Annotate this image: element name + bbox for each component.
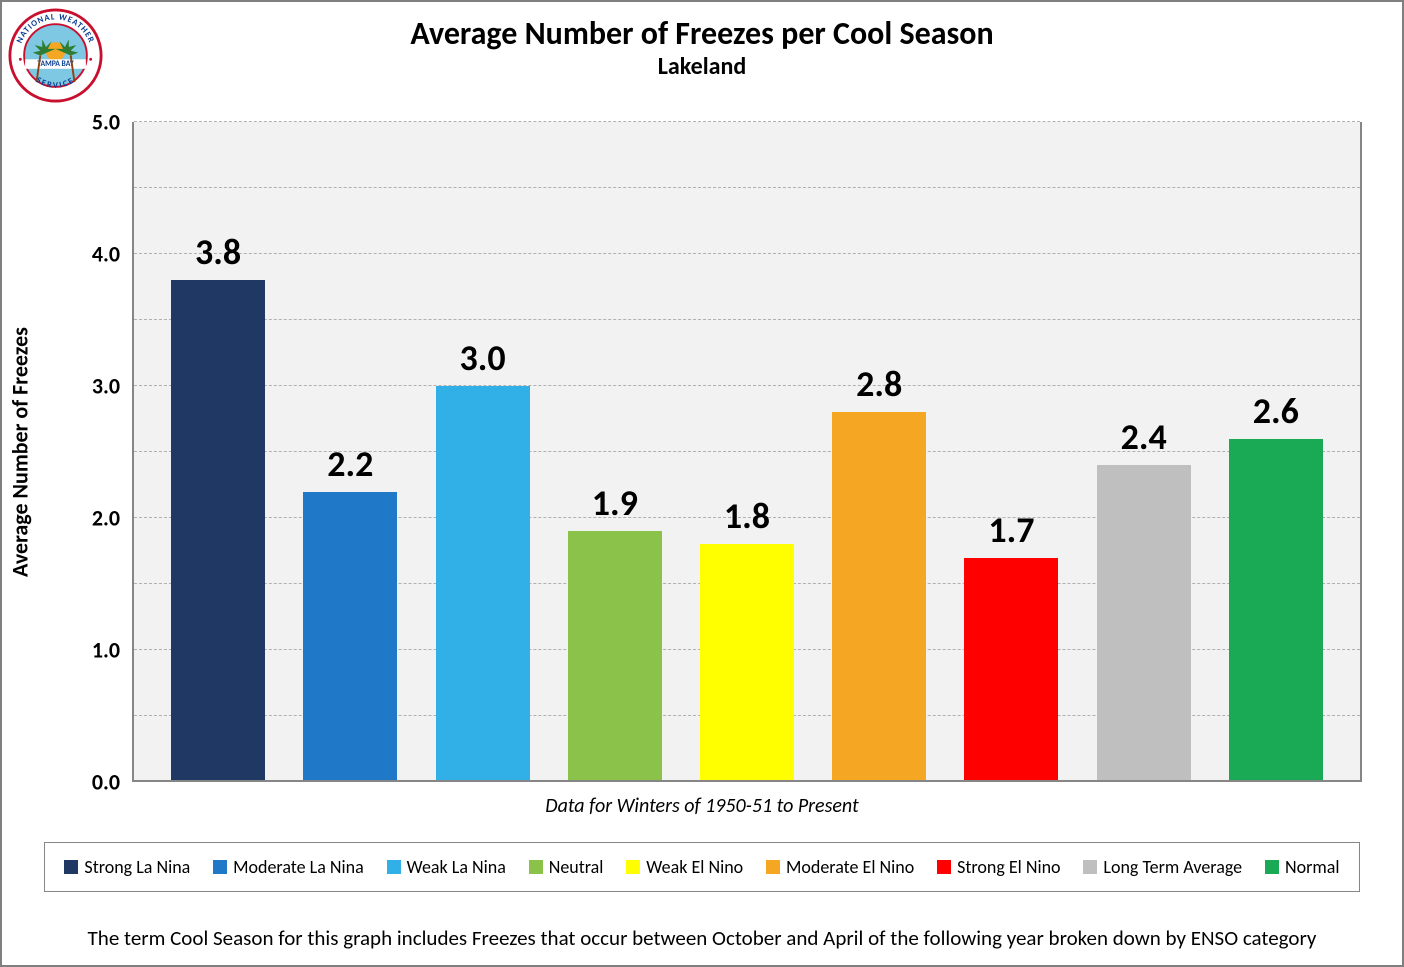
legend-item: Normal bbox=[1265, 856, 1340, 878]
legend-label: Moderate El Nino bbox=[786, 856, 914, 878]
bar-group: 3.8 bbox=[152, 122, 284, 782]
bar-group: 1.8 bbox=[681, 122, 813, 782]
bar bbox=[303, 492, 397, 782]
legend-label: Moderate La Nina bbox=[233, 856, 364, 878]
legend-swatch bbox=[64, 860, 78, 874]
chart-footnote: The term Cool Season for this graph incl… bbox=[2, 925, 1402, 951]
y-tick-label: 4.0 bbox=[70, 241, 120, 268]
legend-item: Weak La Nina bbox=[387, 856, 506, 878]
title-block: Average Number of Freezes per Cool Seaso… bbox=[2, 16, 1402, 80]
chart-title: Average Number of Freezes per Cool Seaso… bbox=[2, 16, 1402, 53]
chart-container: TAMPA BAY NATIONAL WEATHER SERVICE Avera… bbox=[0, 0, 1404, 967]
legend-item: Neutral bbox=[529, 856, 604, 878]
plot-area: 3.8 2.2 3.0 1.9 1.8 2.8 1.7 2.4 2.6 bbox=[132, 122, 1362, 782]
y-tick-label: 1.0 bbox=[70, 637, 120, 664]
bar-value-label: 2.2 bbox=[327, 442, 373, 486]
legend-label: Weak El Nino bbox=[646, 856, 743, 878]
legend-label: Neutral bbox=[549, 856, 604, 878]
bar-value-label: 3.8 bbox=[195, 230, 241, 274]
legend-swatch bbox=[213, 860, 227, 874]
legend-swatch bbox=[1265, 860, 1279, 874]
y-tick-label: 5.0 bbox=[70, 109, 120, 136]
bar bbox=[436, 386, 530, 782]
legend-swatch bbox=[529, 860, 543, 874]
legend-label: Strong La Nina bbox=[84, 856, 190, 878]
legend-label: Long Term Average bbox=[1103, 856, 1242, 878]
bar-value-label: 2.8 bbox=[856, 362, 902, 406]
bar-group: 1.9 bbox=[549, 122, 681, 782]
bar-group: 2.2 bbox=[284, 122, 416, 782]
legend-label: Strong El Nino bbox=[957, 856, 1060, 878]
legend-item: Long Term Average bbox=[1083, 856, 1242, 878]
y-tick-label: 0.0 bbox=[70, 769, 120, 796]
legend-swatch bbox=[387, 860, 401, 874]
bar-value-label: 1.9 bbox=[592, 481, 638, 525]
chart-subcaption: Data for Winters of 1950-51 to Present bbox=[2, 794, 1402, 818]
legend-swatch bbox=[766, 860, 780, 874]
bar-group: 2.4 bbox=[1078, 122, 1210, 782]
y-tick-label: 2.0 bbox=[70, 505, 120, 532]
bar-value-label: 1.7 bbox=[988, 508, 1034, 552]
legend-item: Strong La Nina bbox=[64, 856, 190, 878]
bar-group: 3.0 bbox=[416, 122, 548, 782]
bar-value-label: 3.0 bbox=[459, 336, 505, 380]
chart-subtitle: Lakeland bbox=[2, 53, 1402, 81]
bar bbox=[700, 544, 794, 782]
bar-value-label: 2.6 bbox=[1253, 389, 1299, 433]
bar-group: 2.6 bbox=[1210, 122, 1342, 782]
legend: Strong La Nina Moderate La Nina Weak La Ni… bbox=[44, 842, 1360, 892]
legend-label: Weak La Nina bbox=[407, 856, 506, 878]
legend-label: Normal bbox=[1285, 856, 1340, 878]
legend-item: Moderate La Nina bbox=[213, 856, 364, 878]
bar-group: 1.7 bbox=[945, 122, 1077, 782]
bar bbox=[832, 412, 926, 782]
x-axis-line bbox=[134, 780, 1360, 782]
bar bbox=[1097, 465, 1191, 782]
y-axis-label: Average Number of Freezes bbox=[7, 327, 34, 577]
bar-value-label: 2.4 bbox=[1121, 415, 1167, 459]
legend-item: Strong El Nino bbox=[937, 856, 1060, 878]
legend-swatch bbox=[626, 860, 640, 874]
legend-swatch bbox=[1083, 860, 1097, 874]
bar-group: 2.8 bbox=[813, 122, 945, 782]
bar bbox=[171, 280, 265, 782]
bar bbox=[964, 558, 1058, 782]
legend-item: Moderate El Nino bbox=[766, 856, 914, 878]
bar-value-label: 1.8 bbox=[724, 494, 770, 538]
bar bbox=[1229, 439, 1323, 782]
y-tick-label: 3.0 bbox=[70, 373, 120, 400]
bar bbox=[568, 531, 662, 782]
legend-swatch bbox=[937, 860, 951, 874]
legend-item: Weak El Nino bbox=[626, 856, 743, 878]
